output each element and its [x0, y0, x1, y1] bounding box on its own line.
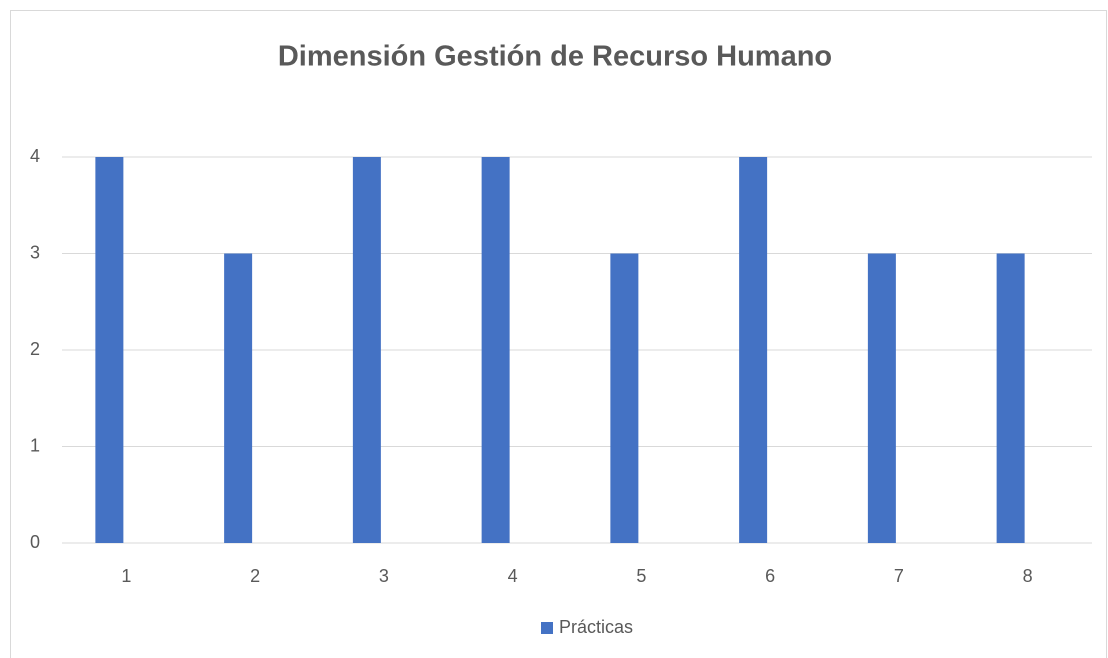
- x-tick-label: 6: [765, 566, 775, 586]
- x-tick-label: 5: [636, 566, 646, 586]
- x-tick-label: 1: [121, 566, 131, 586]
- x-tick-label: 3: [379, 566, 389, 586]
- bar: [610, 253, 639, 543]
- legend-label: Prácticas: [559, 617, 633, 637]
- legend-swatch: [541, 622, 553, 634]
- y-tick-label: 1: [30, 435, 40, 455]
- x-tick-label: 4: [508, 566, 518, 586]
- x-tick-label: 7: [894, 566, 904, 586]
- y-tick-label: 0: [30, 532, 40, 552]
- y-tick-label: 3: [30, 242, 40, 262]
- y-tick-label: 4: [30, 146, 40, 166]
- bar: [224, 253, 253, 543]
- bar: [352, 157, 381, 543]
- y-tick-label: 2: [30, 339, 40, 359]
- chart-title: Dimensión Gestión de Recurso Humano: [278, 41, 832, 73]
- bar: [95, 157, 124, 543]
- bar: [867, 253, 896, 543]
- bar: [996, 253, 1025, 543]
- x-tick-label: 2: [250, 566, 260, 586]
- x-tick-label: 8: [1023, 566, 1033, 586]
- bar: [481, 157, 510, 543]
- bar: [739, 157, 768, 543]
- chart-border: [10, 10, 1107, 658]
